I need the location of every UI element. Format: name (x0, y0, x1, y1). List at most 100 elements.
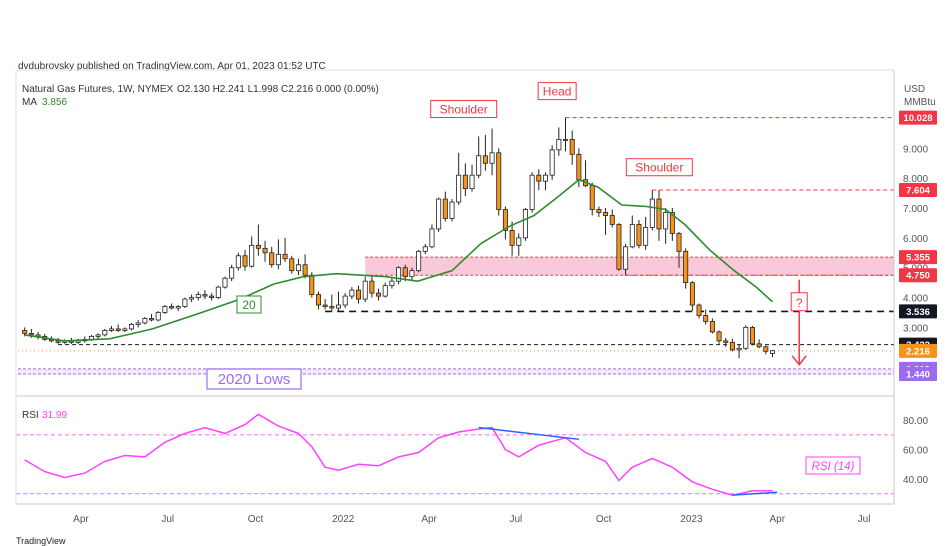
candle-107 (736, 343, 742, 359)
candle-body (335, 304, 341, 309)
candle-34 (249, 236, 255, 268)
candle-body (676, 232, 682, 252)
price-badge-4: 3.536 (899, 304, 937, 319)
candle-89 (616, 222, 622, 271)
candle-68 (476, 136, 482, 179)
candle-15 (122, 327, 128, 332)
candle-25 (189, 294, 195, 303)
candle-74 (516, 233, 522, 256)
candle-body (509, 230, 515, 246)
candle-body (462, 174, 468, 190)
time-tick-1: Jul (161, 514, 174, 525)
price-tick-0: 9.000 (903, 144, 928, 155)
candle-45 (322, 299, 328, 310)
candle-70 (489, 128, 495, 176)
candle-body (396, 267, 402, 282)
candle-27 (202, 290, 208, 300)
candle-body (282, 253, 288, 260)
candle-49 (349, 287, 355, 300)
candle-body (636, 224, 642, 246)
question-text: ? (796, 296, 803, 310)
candle-body (522, 209, 528, 239)
rsi-pane[interactable]: RSI (14) (16, 413, 894, 496)
candle-body (329, 306, 335, 309)
time-tick-2: Oct (248, 514, 264, 525)
candle-77 (536, 169, 542, 191)
candle-11 (95, 333, 101, 340)
head-label: Head (537, 82, 577, 101)
price-badge-bg (899, 250, 937, 265)
right-shoulder-label-box (625, 158, 693, 177)
candle-58 (409, 267, 415, 280)
candle-body (389, 280, 395, 287)
candle-102 (703, 309, 709, 325)
candle-body (763, 346, 769, 352)
candle-90 (623, 243, 629, 276)
candle-body (663, 212, 669, 230)
price-tick-3: 6.000 (903, 234, 928, 245)
head-label-box (537, 82, 577, 101)
candle-body (22, 330, 28, 334)
candle-87 (603, 208, 609, 235)
candle-body (529, 174, 535, 210)
candle-body (743, 327, 749, 349)
price-badge-label: 2.216 (906, 346, 930, 357)
candle-98 (676, 231, 682, 268)
candle-body (135, 322, 141, 325)
candle-32 (235, 252, 241, 271)
candle-51 (362, 276, 368, 303)
candle-31 (229, 264, 235, 282)
candle-body (429, 228, 435, 248)
candle-59 (416, 249, 422, 273)
candle-23 (175, 305, 181, 312)
candle-64 (449, 199, 455, 222)
candle-82 (569, 130, 575, 165)
zone-1 (18, 368, 894, 374)
candle-body (215, 286, 221, 298)
candle-body (155, 312, 161, 321)
candle-body (489, 152, 495, 164)
candle-body (556, 138, 562, 151)
candle-100 (689, 281, 695, 312)
candle-109 (749, 325, 755, 346)
candle-body (202, 294, 208, 297)
price-badge-8: 1.440 (899, 366, 937, 381)
candle-body (409, 270, 415, 278)
candle-35 (255, 224, 261, 256)
zones (18, 256, 894, 375)
candle-79 (549, 145, 555, 180)
price-badge-6: 2.216 (899, 343, 937, 358)
left-shoulder-label-box (430, 100, 498, 119)
candle-body (623, 246, 629, 270)
candle-29 (215, 285, 221, 300)
candle-body (569, 138, 575, 155)
lows-box (206, 368, 302, 390)
ma-line (24, 178, 774, 342)
left-shoulder-label-text: Shoulder (440, 103, 488, 117)
candle-body (102, 330, 108, 336)
candle-body (709, 321, 715, 333)
candle-body (95, 334, 101, 337)
price-badge-label: 5.355 (906, 253, 930, 264)
price-badge-label: 3.536 (906, 307, 930, 318)
candle-42 (302, 254, 308, 279)
candle-body (589, 185, 595, 210)
candle-body (269, 252, 275, 266)
candle-37 (269, 246, 275, 268)
candle-30 (222, 276, 228, 289)
ma-tag-box (236, 295, 262, 314)
tradingview-brand: TradingView (16, 536, 66, 546)
candle-body (542, 174, 548, 182)
axes: 9.0008.0007.0006.0005.0004.0003.00010.02… (15, 69, 937, 525)
candle-20 (155, 311, 161, 322)
time-tick-0: Apr (73, 514, 89, 525)
rsi-value: 31.99 (42, 410, 67, 421)
price-pane[interactable]: Shoulder Head Shoulder? 2020 Lows 20 (18, 82, 894, 390)
candle-body (756, 343, 762, 348)
candle-14 (115, 324, 121, 332)
price-badge-2: 5.355 (899, 250, 937, 265)
candle-body (182, 298, 188, 307)
candle-body (249, 244, 255, 267)
candle-body (342, 295, 348, 306)
time-tick-9: Jul (858, 514, 871, 525)
